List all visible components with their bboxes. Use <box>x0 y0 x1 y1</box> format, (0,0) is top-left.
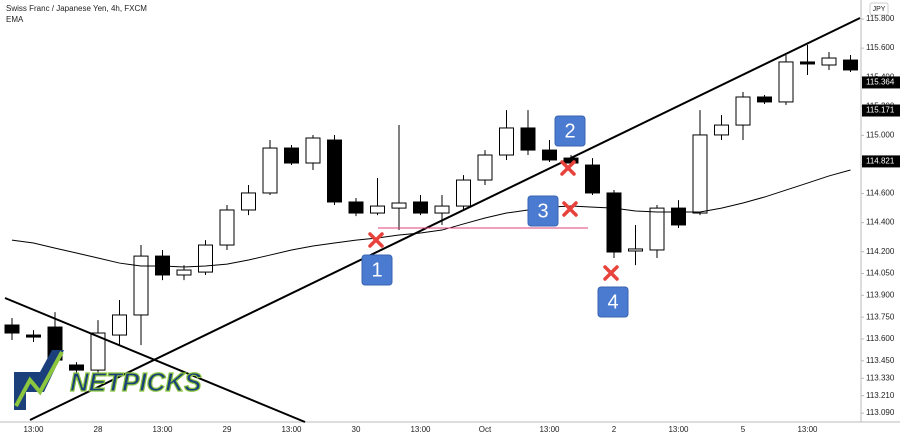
y-tick-label: 113.330 <box>866 373 895 382</box>
annotation-box <box>554 115 586 147</box>
candle-body <box>327 139 342 203</box>
candle-body <box>262 147 278 194</box>
price-tag-label: 115.171 <box>866 106 895 115</box>
logo-text: NETPICKS <box>70 367 202 397</box>
candle-body <box>499 127 514 156</box>
candle-body <box>305 137 321 164</box>
candle-body <box>757 96 772 103</box>
indicator-label: EMA <box>6 15 24 24</box>
candle-body <box>348 201 364 214</box>
x-marker <box>560 160 576 176</box>
y-tick-label: 114.200 <box>866 247 895 256</box>
trend-line <box>4 297 306 423</box>
y-tick-label: 114.050 <box>866 269 895 278</box>
candle-body <box>649 207 665 251</box>
chart-title: Swiss Franc / Japanese Yen, 4h, FXCM <box>6 4 147 13</box>
candle-body <box>735 96 751 126</box>
candle-body <box>585 164 600 194</box>
price-tag-label: 115.364 <box>866 78 895 87</box>
trend-line <box>29 17 861 421</box>
candle-body <box>284 147 299 164</box>
x-marker <box>368 232 384 248</box>
annotation-box <box>597 286 629 318</box>
candle-body <box>26 334 41 338</box>
annotation-box <box>527 195 559 227</box>
candle-body <box>391 202 407 209</box>
x-tick-label: 13:00 <box>410 425 431 434</box>
candle-body <box>413 201 428 214</box>
x-tick-label: 13:00 <box>668 425 689 434</box>
candle-body <box>4 324 20 334</box>
currency-badge <box>869 2 889 16</box>
x-tick-label: 30 <box>352 425 361 434</box>
markers <box>368 160 619 281</box>
candle-body <box>456 179 471 207</box>
logo-icon <box>14 350 64 410</box>
x-tick-label: 28 <box>94 425 103 434</box>
candle-body <box>434 205 450 214</box>
y-tick-label: 115.600 <box>866 43 895 52</box>
x-tick-label: 13:00 <box>23 425 44 434</box>
candle-body <box>69 364 84 371</box>
candle-body <box>370 205 385 214</box>
candle-body <box>628 248 643 252</box>
price-tag <box>862 76 900 89</box>
plot <box>4 44 858 376</box>
x-tick-label: 13:00 <box>152 425 173 434</box>
y-tick-label: 115.800 <box>866 14 895 23</box>
annotations: 1 2 3 4 <box>361 115 629 318</box>
x-marker <box>603 265 619 281</box>
candle-body <box>714 124 729 136</box>
candle-body <box>821 57 837 66</box>
candle-body <box>90 332 106 371</box>
candle-body <box>692 134 708 214</box>
y-tick-label: 113.900 <box>866 290 895 299</box>
candle-body <box>198 244 213 273</box>
candle-body <box>133 255 149 316</box>
logo-arrow <box>14 351 64 407</box>
price-tag <box>862 104 900 117</box>
candle-body <box>542 149 557 161</box>
candle-body <box>606 192 622 253</box>
ema-line <box>11 169 851 268</box>
candle-body <box>219 209 235 246</box>
currency-label: JPY <box>873 6 886 13</box>
candle-body <box>520 127 536 151</box>
candle-body <box>241 192 256 211</box>
logo: NETPICKS <box>14 350 203 410</box>
x-marker <box>562 201 578 217</box>
candle-body <box>800 61 815 65</box>
candle-body <box>477 154 493 181</box>
x-tick-label: 13:00 <box>281 425 302 434</box>
y-tick-label: 114.400 <box>866 218 895 227</box>
annotation-label: 4 <box>607 291 618 313</box>
y-tick-label: 113.750 <box>866 312 895 321</box>
x-tick-label: 5 <box>741 425 746 434</box>
candle-body <box>176 269 192 276</box>
x-tick-label: 29 <box>223 425 232 434</box>
price-tag <box>862 155 900 168</box>
x-tick-label: 2 <box>612 425 617 434</box>
annotation-box <box>361 254 393 286</box>
candle-body <box>112 314 127 336</box>
x-tick-label: Oct <box>479 425 492 434</box>
x-tick-label: 13:00 <box>539 425 560 434</box>
x-tick-label: 13:00 <box>797 425 818 434</box>
y-tick-label: 113.450 <box>866 356 895 365</box>
price-tag-label: 114.821 <box>866 157 895 166</box>
y-tick-label: 113.600 <box>866 334 895 343</box>
annotation-label: 3 <box>537 200 548 222</box>
y-tick-label: 115.000 <box>866 130 895 139</box>
y-tick-label: 114.600 <box>866 189 895 198</box>
candle-body <box>778 61 794 103</box>
candle-body <box>843 59 858 71</box>
y-tick-label: 113.090 <box>866 408 895 417</box>
y-tick-label: 113.210 <box>866 391 895 400</box>
candle-body <box>671 207 686 226</box>
annotation-label: 1 <box>371 259 382 281</box>
annotation-label: 2 <box>564 120 575 142</box>
